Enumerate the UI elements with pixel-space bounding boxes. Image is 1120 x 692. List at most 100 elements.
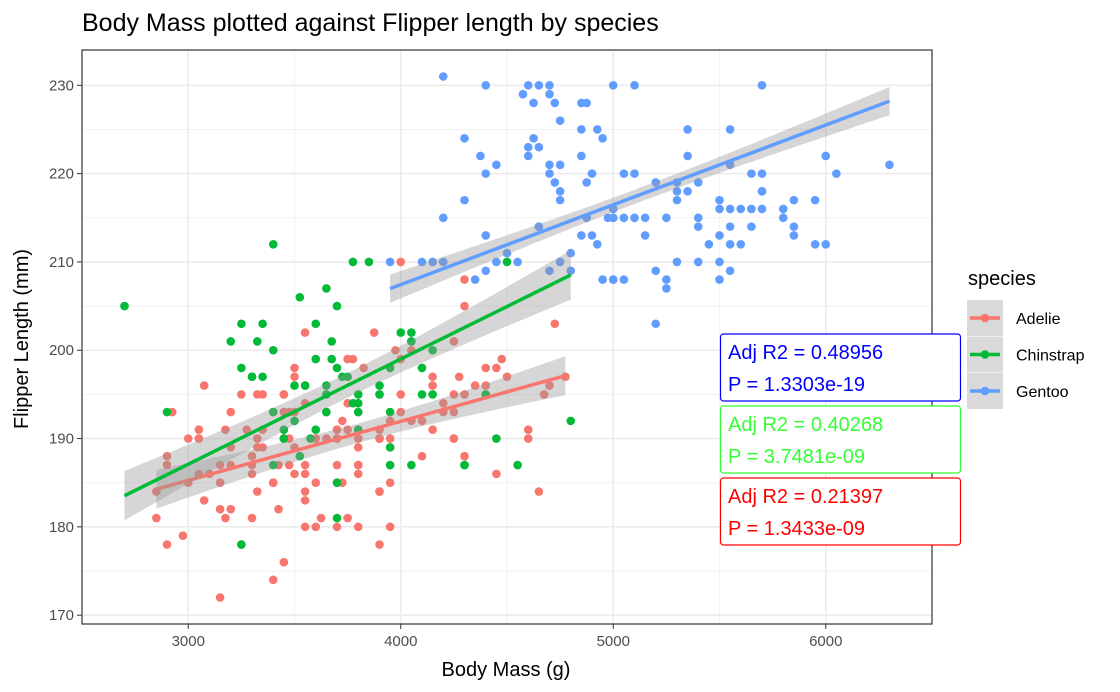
data-point: [332, 478, 342, 488]
data-point: [353, 443, 363, 452]
legend-key-point: [980, 313, 990, 323]
data-point: [449, 407, 459, 417]
y-tick-label: 170: [49, 607, 74, 624]
data-point: [215, 478, 225, 488]
data-point: [300, 381, 310, 390]
data-point: [237, 540, 246, 549]
data-point: [300, 460, 310, 470]
data-point: [502, 248, 512, 258]
data-point: [747, 169, 756, 178]
data-point: [343, 513, 352, 523]
data-point: [555, 257, 565, 267]
data-point: [736, 204, 746, 214]
data-point: [492, 469, 501, 479]
data-point: [221, 513, 230, 523]
data-point: [545, 81, 554, 90]
data-point: [268, 345, 278, 355]
data-point: [279, 390, 289, 399]
data-point: [247, 469, 257, 479]
data-point: [162, 460, 172, 470]
data-point: [757, 186, 767, 196]
data-point: [215, 460, 225, 470]
y-axis-title: Flipper Length (mm): [11, 249, 33, 429]
data-point: [789, 195, 799, 205]
annotation-adj-r2: Adj R2 = 0.48956: [728, 342, 883, 364]
data-point: [295, 292, 305, 302]
data-point: [449, 337, 459, 346]
data-point: [555, 195, 565, 205]
data-point: [715, 204, 724, 214]
data-point: [407, 460, 416, 470]
y-tick-label: 190: [49, 431, 74, 448]
data-point: [290, 416, 299, 426]
data-point: [199, 496, 209, 505]
data-point: [369, 328, 379, 337]
data-point: [258, 319, 267, 329]
data-point: [385, 460, 395, 470]
data-point: [385, 443, 395, 452]
data-point: [662, 213, 671, 223]
data-point: [396, 328, 406, 337]
data-point: [311, 319, 321, 329]
data-point: [353, 434, 363, 443]
data-point: [545, 169, 554, 178]
data-point: [226, 504, 236, 514]
annotation-p-value: P = 3.7481e-09: [728, 446, 865, 468]
data-point: [375, 434, 384, 443]
data-point: [518, 89, 528, 99]
data-point: [566, 248, 576, 258]
data-point: [290, 372, 299, 382]
legend-label-chinstrap: Chinstrap: [1016, 348, 1085, 365]
data-point: [470, 381, 480, 390]
data-point: [725, 266, 735, 276]
data-point: [247, 513, 257, 523]
data-point: [492, 434, 501, 443]
data-point: [470, 275, 480, 284]
data-point: [284, 460, 294, 470]
data-point: [736, 239, 746, 249]
data-point: [162, 407, 172, 417]
regression-line: [155, 373, 566, 491]
data-point: [322, 284, 331, 293]
data-point: [226, 407, 236, 417]
data-point: [550, 319, 560, 329]
data-point: [481, 266, 491, 276]
data-point: [662, 284, 671, 293]
y-tick-label: 230: [49, 77, 74, 94]
data-point: [529, 134, 538, 143]
data-point: [640, 213, 650, 223]
data-point: [237, 390, 246, 399]
data-point: [672, 257, 682, 267]
data-point: [348, 354, 358, 364]
data-point: [608, 275, 618, 284]
data-point: [290, 469, 299, 479]
data-point: [391, 345, 400, 355]
annotation-adj-r2: Adj R2 = 0.21397: [728, 486, 883, 508]
data-point: [651, 319, 661, 329]
annotation-p-value: P = 1.3303e-19: [728, 374, 865, 396]
data-point: [460, 460, 469, 470]
data-point: [359, 363, 368, 373]
data-point: [300, 522, 310, 532]
data-point: [385, 257, 395, 267]
data-point: [630, 213, 639, 223]
annotations: Adj R2 = 0.48956 P = 1.3303e-19 Adj R2 = 0…: [719, 333, 962, 546]
data-point: [757, 81, 767, 90]
data-point: [407, 337, 416, 346]
data-point: [619, 275, 629, 284]
data-point: [332, 460, 342, 470]
data-point: [715, 195, 724, 205]
data-point: [523, 425, 533, 435]
data-point: [725, 125, 735, 134]
data-point: [619, 169, 629, 178]
legend-key-point: [980, 350, 990, 359]
data-point: [396, 407, 406, 417]
data-point: [539, 390, 549, 399]
data-point: [492, 160, 501, 170]
data-point: [332, 522, 342, 532]
annotation-adj-r2: Adj R2 = 0.40268: [728, 414, 883, 436]
series-gentoo: [385, 72, 894, 329]
data-point: [258, 390, 267, 399]
data-point: [332, 425, 342, 435]
